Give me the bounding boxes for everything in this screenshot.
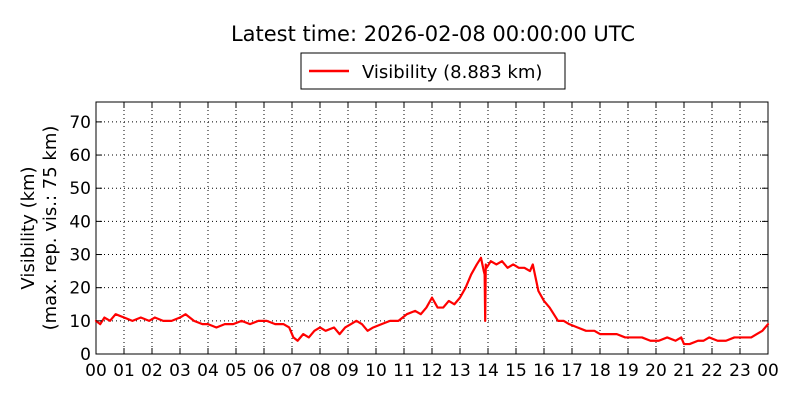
x-tick-label: 12 [421, 361, 443, 381]
legend-entry-visibility: Visibility (8.883 km) [362, 62, 542, 83]
x-tick-label: 13 [449, 361, 471, 381]
y-axis-ticks: 0 10 20 30 40 50 60 70 [69, 113, 768, 365]
y-tick-label: 40 [69, 212, 91, 232]
y-tick-label: 50 [69, 179, 91, 199]
y-tick-label: 30 [69, 246, 91, 266]
x-tick-label: 16 [533, 361, 555, 381]
x-tick-label: 02 [141, 361, 163, 381]
series-layer [94, 256, 770, 346]
x-tick-label: 17 [561, 361, 583, 381]
y-axis-label: Visibility (km) (max. rep. vis.: 75 km) [18, 126, 61, 331]
x-tick-label: 11 [393, 361, 415, 381]
x-tick-label: 05 [225, 361, 247, 381]
x-tick-label: 20 [645, 361, 667, 381]
x-tick-label: 03 [169, 361, 191, 381]
x-tick-label: 00 [757, 361, 779, 381]
axes [95, 101, 769, 355]
x-tick-label: 23 [729, 361, 751, 381]
y-tick-label: 0 [80, 345, 91, 365]
x-tick-label: 10 [365, 361, 387, 381]
x-tick-label: 01 [113, 361, 135, 381]
x-axis-ticks: 00 01 02 03 04 05 06 07 08 09 10 11 12 13 14 15 16 17 18 19… [85, 102, 779, 381]
x-tick-label: 14 [477, 361, 499, 381]
x-tick-label: 00 [85, 361, 107, 381]
x-tick-label: 22 [701, 361, 723, 381]
x-tick-label: 08 [309, 361, 331, 381]
y-axis-label-line-2: (max. rep. vis.: 75 km) [40, 126, 61, 331]
x-tick-label: 21 [673, 361, 695, 381]
y-tick-label: 10 [69, 312, 91, 332]
y-tick-label: 20 [69, 279, 91, 299]
y-tick-label: 60 [69, 146, 91, 166]
series-line-visibility [94, 256, 770, 346]
y-tick-label: 70 [69, 113, 91, 133]
x-tick-label: 06 [253, 361, 275, 381]
grid [96, 102, 768, 354]
x-tick-label: 15 [505, 361, 527, 381]
y-axis-label-line-1: Visibility (km) [18, 166, 39, 289]
plot-frame [95, 101, 769, 355]
x-tick-label: 04 [197, 361, 219, 381]
x-tick-label: 18 [589, 361, 611, 381]
x-tick-label: 07 [281, 361, 303, 381]
legend: Visibility (8.883 km) [300, 52, 566, 90]
x-tick-label: 19 [617, 361, 639, 381]
chart-title: Latest time: 2026-02-08 00:00:00 UTC [231, 22, 635, 46]
x-tick-label: 09 [337, 361, 359, 381]
